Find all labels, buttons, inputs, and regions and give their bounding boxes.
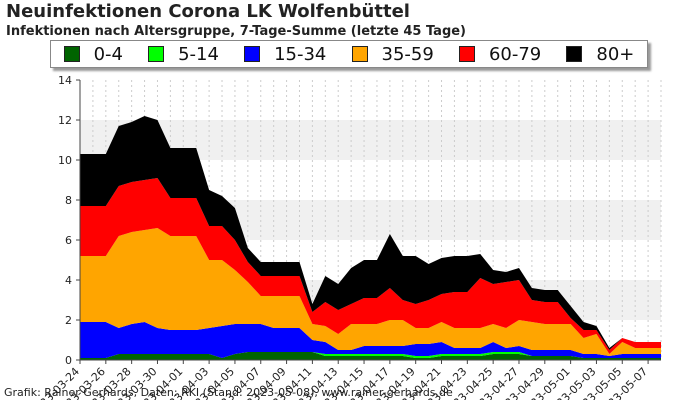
area-series-35-59 bbox=[80, 228, 661, 356]
y-tick-label: 0 bbox=[65, 354, 72, 367]
legend-swatch bbox=[148, 46, 165, 62]
area-series-15-34 bbox=[80, 322, 661, 358]
legend-label: 60-79 bbox=[488, 43, 542, 65]
chart-title: Neuinfektionen Corona LK Wolfenbüttel bbox=[6, 1, 410, 22]
area-series-5-14 bbox=[80, 352, 661, 358]
source-credit: Grafik: Rainer Gerhards, Daten: RKI (Sta… bbox=[4, 386, 453, 399]
y-tick-label: 14 bbox=[58, 74, 72, 87]
area-series-80+ bbox=[80, 116, 661, 350]
y-tick-label: 10 bbox=[58, 154, 72, 167]
legend-label: 80+ bbox=[596, 43, 635, 65]
legend-label: 5-14 bbox=[178, 43, 219, 65]
legend-item-15-34: 15-34 bbox=[244, 44, 326, 65]
y-tick-label: 2 bbox=[65, 314, 72, 327]
chart-subtitle: Infektionen nach Altersgruppe, 7-Tage-Su… bbox=[6, 24, 467, 39]
y-tick-label: 12 bbox=[58, 114, 72, 127]
legend-item-60-79: 60-79 bbox=[458, 43, 542, 65]
legend-item-35-59: 35-59 bbox=[351, 43, 434, 65]
legend-item-0-4: 0-4 bbox=[63, 43, 123, 65]
legend: 0-4 5-14 15-34 35-59 60-79 80+ bbox=[50, 40, 648, 68]
legend-swatch bbox=[566, 46, 583, 62]
y-tick-label: 6 bbox=[65, 234, 72, 247]
y-tick-label: 4 bbox=[65, 274, 72, 287]
area-series-60-79 bbox=[80, 178, 661, 354]
legend-swatch bbox=[458, 46, 475, 62]
legend-label: 15-34 bbox=[274, 43, 327, 65]
legend-swatch bbox=[244, 46, 261, 62]
legend-swatch bbox=[63, 46, 80, 62]
legend-label: 35-59 bbox=[381, 43, 434, 65]
legend-swatch bbox=[351, 46, 368, 62]
legend-label: 0-4 bbox=[93, 43, 123, 65]
legend-item-5-14: 5-14 bbox=[148, 44, 219, 65]
legend-item-80+: 80+ bbox=[566, 44, 634, 65]
y-tick-label: 8 bbox=[65, 194, 72, 207]
